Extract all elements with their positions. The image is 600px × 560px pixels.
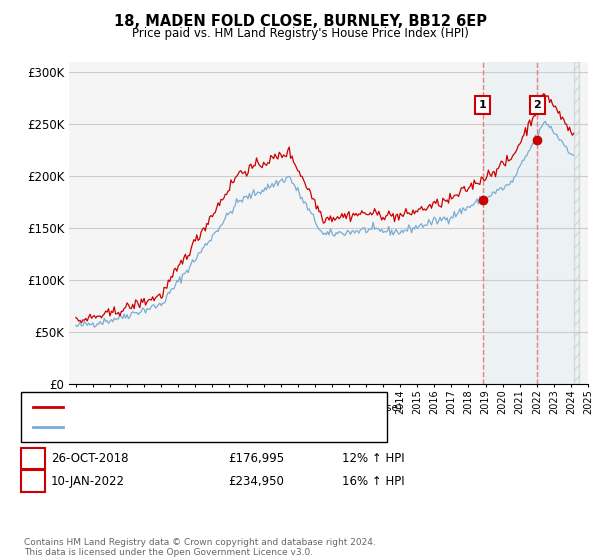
Text: 18, MADEN FOLD CLOSE, BURNLEY, BB12 6EP: 18, MADEN FOLD CLOSE, BURNLEY, BB12 6EP bbox=[113, 14, 487, 29]
Text: £234,950: £234,950 bbox=[228, 474, 284, 488]
Text: Contains HM Land Registry data © Crown copyright and database right 2024.
This d: Contains HM Land Registry data © Crown c… bbox=[24, 538, 376, 557]
Text: 10-JAN-2022: 10-JAN-2022 bbox=[51, 474, 125, 488]
Text: 16% ↑ HPI: 16% ↑ HPI bbox=[342, 474, 404, 488]
Text: 1: 1 bbox=[29, 452, 37, 465]
Bar bbox=[537, 62, 580, 384]
Text: HPI: Average price, detached house, Burnley: HPI: Average price, detached house, Burn… bbox=[69, 422, 302, 432]
Text: £176,995: £176,995 bbox=[228, 452, 284, 465]
Text: 12% ↑ HPI: 12% ↑ HPI bbox=[342, 452, 404, 465]
Text: 2: 2 bbox=[533, 100, 541, 110]
Text: Price paid vs. HM Land Registry's House Price Index (HPI): Price paid vs. HM Land Registry's House … bbox=[131, 27, 469, 40]
Text: 26-OCT-2018: 26-OCT-2018 bbox=[51, 452, 128, 465]
Text: 18, MADEN FOLD CLOSE, BURNLEY, BB12 6EP (detached house): 18, MADEN FOLD CLOSE, BURNLEY, BB12 6EP … bbox=[69, 402, 402, 412]
Text: 2: 2 bbox=[29, 474, 37, 488]
Bar bbox=[482, 62, 537, 384]
Bar bbox=[574, 62, 580, 384]
Text: 1: 1 bbox=[479, 100, 487, 110]
